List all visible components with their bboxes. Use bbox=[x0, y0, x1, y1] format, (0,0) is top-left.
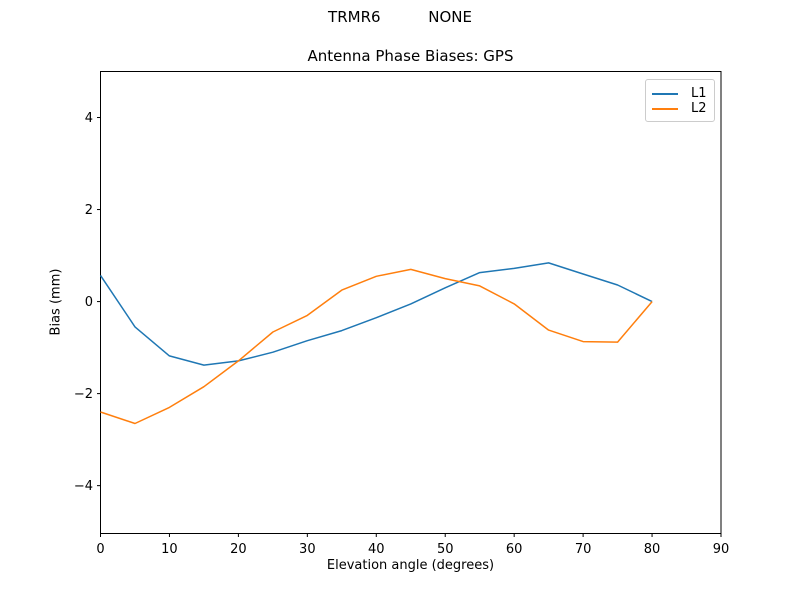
x-tick-label: 10 bbox=[161, 542, 178, 557]
x-tick-label: 70 bbox=[575, 542, 592, 557]
x-tick-label: 20 bbox=[230, 542, 247, 557]
legend-label: L1 bbox=[691, 86, 707, 101]
figure-suptitle: TRMR6 NONE bbox=[328, 8, 472, 26]
series-line-L2 bbox=[100, 268, 653, 425]
legend-entry-L2: L2 bbox=[652, 101, 714, 116]
legend: L1 L2 bbox=[645, 79, 715, 122]
x-tick-label: 0 bbox=[96, 542, 104, 557]
y-axis-label: Bias (mm) bbox=[48, 268, 64, 336]
legend-label: L2 bbox=[691, 101, 707, 116]
y-tick-label: −4 bbox=[74, 479, 93, 494]
y-tick-label: 2 bbox=[85, 203, 93, 218]
y-tick-label: 0 bbox=[85, 295, 93, 310]
x-tick-label: 80 bbox=[644, 542, 661, 557]
y-tick-label: 4 bbox=[85, 111, 93, 126]
x-tick-label: 60 bbox=[506, 542, 523, 557]
series-line-L1 bbox=[99, 262, 653, 366]
x-tick-label: 90 bbox=[713, 542, 730, 557]
axes-frame bbox=[100, 71, 722, 534]
legend-line-sample bbox=[652, 107, 678, 110]
legend-line-sample bbox=[652, 92, 678, 95]
x-tick-label: 40 bbox=[368, 542, 385, 557]
x-tick-label: 30 bbox=[299, 542, 316, 557]
chart-title: Antenna Phase Biases: GPS bbox=[307, 47, 514, 65]
legend-entry-L1: L1 bbox=[652, 86, 714, 101]
x-axis-label: Elevation angle (degrees) bbox=[326, 558, 495, 573]
x-tick-label: 50 bbox=[437, 542, 454, 557]
y-tick-label: −2 bbox=[74, 387, 93, 402]
